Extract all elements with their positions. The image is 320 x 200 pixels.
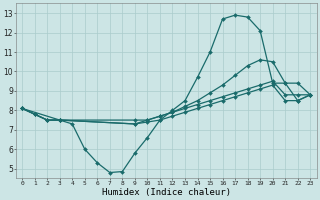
X-axis label: Humidex (Indice chaleur): Humidex (Indice chaleur) <box>102 188 231 197</box>
